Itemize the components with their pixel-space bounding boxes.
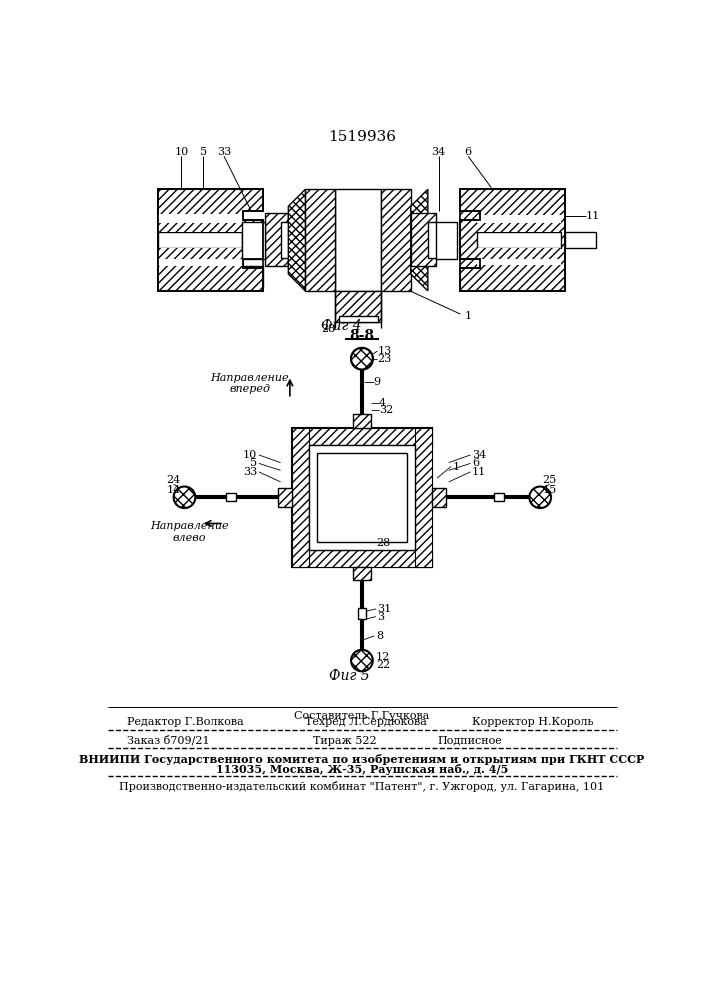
Text: 28: 28 — [322, 324, 336, 334]
Bar — [292, 428, 309, 567]
Bar — [158, 222, 263, 243]
Bar — [477, 223, 561, 232]
Text: 23: 23 — [378, 354, 392, 364]
Text: Подписное: Подписное — [437, 736, 502, 746]
Bar — [477, 248, 561, 259]
Text: 24: 24 — [167, 475, 181, 485]
Bar — [158, 248, 242, 259]
Text: Корректор Н.Король: Корректор Н.Король — [472, 717, 593, 727]
Text: 8-8: 8-8 — [349, 329, 375, 343]
Bar — [158, 232, 242, 248]
Text: 11: 11 — [586, 211, 600, 221]
Text: ВНИИПИ Государственного комитета по изобретениям и открытиям при ГКНТ СССР: ВНИИПИ Государственного комитета по изоб… — [79, 754, 645, 765]
Bar — [477, 232, 561, 248]
Text: Направление
вперед: Направление вперед — [210, 373, 289, 394]
Text: 10: 10 — [243, 450, 257, 460]
Text: 5: 5 — [199, 147, 206, 157]
Bar — [309, 445, 414, 550]
Text: 9: 9 — [373, 377, 380, 387]
Bar — [305, 189, 335, 291]
Text: 8: 8 — [376, 631, 383, 641]
Bar — [158, 266, 263, 288]
Text: Фиг 4: Фиг 4 — [321, 319, 361, 333]
Text: 6: 6 — [472, 458, 479, 468]
Text: 14: 14 — [167, 485, 181, 495]
Text: 13: 13 — [378, 346, 392, 356]
Bar — [339, 316, 378, 322]
Text: 34: 34 — [431, 147, 446, 157]
Bar — [414, 428, 432, 567]
Bar — [158, 214, 243, 266]
Bar — [565, 232, 596, 248]
Text: Производственно-издательский комбинат "Патент", г. Ужгород, ул. Гагарина, 101: Производственно-издательский комбинат "П… — [119, 781, 604, 792]
Text: 6: 6 — [464, 147, 472, 157]
Bar — [358, 608, 366, 619]
Text: Составитель Г.Гучкова: Составитель Г.Гучкова — [294, 711, 430, 721]
Polygon shape — [460, 189, 565, 291]
Text: Фиг 5: Фиг 5 — [329, 669, 369, 683]
Circle shape — [530, 487, 551, 508]
Bar — [381, 189, 411, 291]
Text: Техред Л.Сердюкова: Техред Л.Сердюкова — [305, 717, 427, 727]
Text: Тираж 522: Тираж 522 — [313, 736, 377, 746]
Bar — [292, 428, 432, 445]
Polygon shape — [158, 189, 263, 291]
Text: 22: 22 — [376, 660, 390, 670]
Bar — [317, 453, 407, 542]
Text: 28: 28 — [376, 538, 390, 548]
Text: 4: 4 — [379, 398, 386, 408]
Text: 113035, Москва, Ж-35, Раушская наб., д. 4/5: 113035, Москва, Ж-35, Раушская наб., д. … — [216, 764, 508, 775]
Bar — [432, 488, 445, 507]
Text: 32: 32 — [379, 405, 393, 415]
Bar — [242, 222, 265, 259]
Text: 33: 33 — [243, 467, 257, 477]
Text: 31: 31 — [378, 604, 392, 614]
Circle shape — [174, 487, 195, 508]
Text: Редактор Г.Волкова: Редактор Г.Волкова — [127, 717, 244, 727]
Text: 33: 33 — [217, 147, 231, 157]
Bar — [353, 567, 371, 580]
Bar — [477, 215, 561, 265]
Polygon shape — [158, 189, 263, 291]
Circle shape — [351, 650, 373, 671]
Text: 3: 3 — [378, 612, 385, 622]
Text: 1: 1 — [452, 462, 460, 472]
Polygon shape — [265, 213, 288, 266]
Circle shape — [351, 348, 373, 369]
Text: 5: 5 — [250, 458, 257, 468]
Bar — [309, 445, 414, 550]
Text: 1: 1 — [464, 311, 472, 321]
Text: 12: 12 — [376, 652, 390, 662]
Bar — [158, 223, 242, 232]
Bar — [335, 291, 381, 322]
Bar — [279, 488, 292, 507]
Polygon shape — [288, 189, 305, 291]
Text: 11: 11 — [472, 467, 486, 477]
Bar — [493, 493, 504, 501]
Polygon shape — [436, 222, 457, 259]
Text: 10: 10 — [174, 147, 189, 157]
Polygon shape — [411, 189, 428, 291]
Bar — [335, 189, 381, 291]
Bar — [158, 222, 263, 288]
Bar — [158, 215, 242, 265]
Text: 15: 15 — [542, 485, 556, 495]
Polygon shape — [411, 213, 436, 266]
Text: Направление
влево: Направление влево — [150, 521, 228, 543]
Text: 34: 34 — [472, 450, 486, 460]
Circle shape — [351, 348, 373, 369]
Bar — [292, 428, 432, 567]
Bar — [226, 493, 236, 501]
Polygon shape — [460, 189, 565, 291]
Text: 25: 25 — [542, 475, 556, 485]
Text: Заказ б709/21: Заказ б709/21 — [127, 735, 210, 746]
Bar — [292, 550, 432, 567]
Text: 1519936: 1519936 — [328, 130, 396, 144]
Bar — [353, 414, 371, 428]
